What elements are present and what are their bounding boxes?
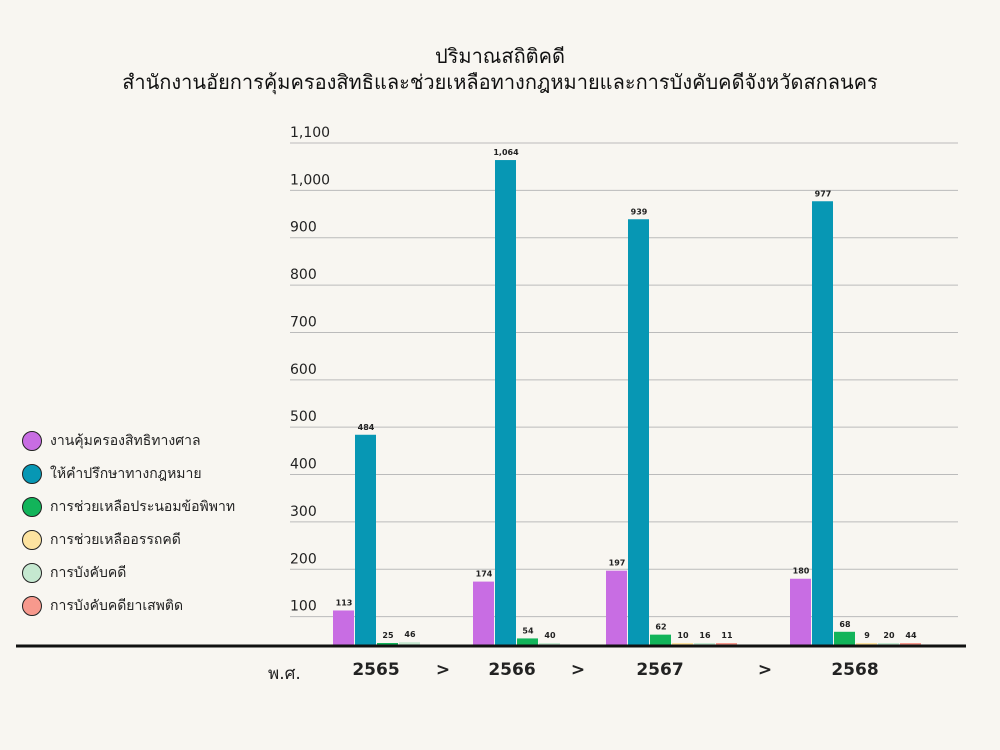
data-label: 40 xyxy=(544,631,556,640)
data-label: 9 xyxy=(864,631,870,640)
bar xyxy=(650,634,671,646)
bar xyxy=(333,610,354,646)
bar xyxy=(834,631,855,646)
legend-item: การบังคับคดี xyxy=(22,556,235,589)
legend-label: การช่วยเหลือประนอมข้อพิพาท xyxy=(50,498,236,515)
data-label: 20 xyxy=(883,631,895,640)
legend-swatch xyxy=(22,463,42,484)
bar xyxy=(517,638,538,646)
bar xyxy=(628,219,649,647)
arrow-separator: > xyxy=(758,660,772,680)
data-label: 62 xyxy=(655,623,666,632)
y-tick-label: 700 xyxy=(290,314,317,330)
y-tick-label: 200 xyxy=(290,551,317,567)
chart-title: ปริมาณสถิติคดี xyxy=(434,44,566,68)
legend-item: งานคุ้มครองสิทธิทางศาล xyxy=(22,424,235,457)
x-tick-label: 2565 xyxy=(352,660,399,680)
y-tick-label: 1,000 xyxy=(290,172,330,188)
data-label: 1,064 xyxy=(493,148,519,157)
data-label: 16 xyxy=(699,631,711,640)
y-tick-label: 600 xyxy=(290,362,317,378)
data-label: 54 xyxy=(522,626,534,635)
data-label: 197 xyxy=(609,559,626,568)
legend-swatch xyxy=(22,430,42,451)
legend-label: การบังคับคดี xyxy=(50,564,127,581)
data-label: 977 xyxy=(815,189,832,198)
y-tick-label: 400 xyxy=(290,457,317,473)
bar xyxy=(473,581,494,646)
x-axis-label: พ.ศ. xyxy=(268,664,301,684)
legend-item: การช่วยเหลืออรรถคดี xyxy=(22,523,235,556)
legend-swatch xyxy=(22,562,42,583)
legend-label: ให้คำปรึกษาทางกฎหมาย xyxy=(50,465,202,482)
data-label: 44 xyxy=(905,631,917,640)
x-tick-label: 2567 xyxy=(636,660,683,680)
data-label: 46 xyxy=(404,630,416,639)
data-label: 484 xyxy=(358,423,375,432)
data-label: 939 xyxy=(631,207,648,216)
bar xyxy=(495,160,516,646)
legend-swatch xyxy=(22,529,42,550)
data-label: 174 xyxy=(476,570,493,579)
legend-label: งานคุ้มครองสิทธิทางศาล xyxy=(50,432,201,449)
bar xyxy=(399,642,420,646)
legend-swatch xyxy=(22,496,42,517)
legend: งานคุ้มครองสิทธิทางศาลให้คำปรึกษาทางกฎหม… xyxy=(22,424,235,622)
y-tick-label: 100 xyxy=(290,599,317,615)
data-label: 25 xyxy=(382,631,394,640)
data-label: 10 xyxy=(677,631,689,640)
x-tick-label: 2566 xyxy=(488,660,535,680)
data-label: 11 xyxy=(721,631,733,640)
y-tick-label: 500 xyxy=(290,409,317,425)
legend-item: การช่วยเหลือประนอมข้อพิพาท xyxy=(22,490,235,523)
data-label: 180 xyxy=(793,567,810,576)
bar xyxy=(355,434,376,646)
bar xyxy=(812,201,833,647)
chart-subtitle: สำนักงานอัยการคุ้มครองสิทธิและช่วยเหลือท… xyxy=(122,70,878,94)
legend-swatch xyxy=(22,595,42,616)
y-tick-label: 900 xyxy=(290,220,317,236)
legend-item: การบังคับคดียาเสพติด xyxy=(22,589,235,622)
legend-label: การบังคับคดียาเสพติด xyxy=(50,597,184,614)
data-label: 68 xyxy=(839,620,851,629)
y-tick-label: 300 xyxy=(290,504,317,520)
bar xyxy=(606,570,627,646)
legend-label: การช่วยเหลืออรรถคดี xyxy=(50,531,181,548)
arrow-separator: > xyxy=(571,660,585,680)
x-tick-label: 2568 xyxy=(831,660,878,680)
legend-item: ให้คำปรึกษาทางกฎหมาย xyxy=(22,457,235,490)
bar xyxy=(790,578,811,646)
y-tick-label: 800 xyxy=(290,267,317,283)
arrow-separator: > xyxy=(436,660,450,680)
y-tick-label: 1,100 xyxy=(290,125,330,141)
data-label: 113 xyxy=(336,598,353,607)
